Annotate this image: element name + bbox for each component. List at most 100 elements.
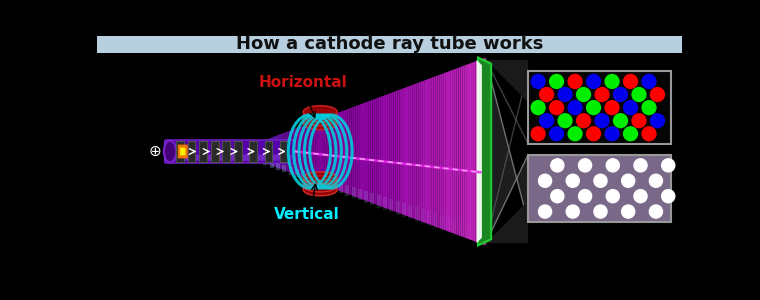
Polygon shape <box>383 95 385 208</box>
Circle shape <box>606 190 619 203</box>
Polygon shape <box>375 98 377 205</box>
Ellipse shape <box>303 106 337 118</box>
FancyBboxPatch shape <box>223 142 230 161</box>
Circle shape <box>649 174 663 187</box>
Polygon shape <box>309 122 312 181</box>
Polygon shape <box>400 89 402 214</box>
Polygon shape <box>293 129 295 174</box>
Polygon shape <box>234 151 236 152</box>
Circle shape <box>605 74 619 88</box>
Polygon shape <box>416 82 419 220</box>
Circle shape <box>651 88 664 101</box>
Polygon shape <box>423 80 425 223</box>
Polygon shape <box>475 61 477 242</box>
Polygon shape <box>246 146 249 157</box>
Polygon shape <box>242 148 245 155</box>
Polygon shape <box>471 62 473 241</box>
Circle shape <box>605 127 619 141</box>
Polygon shape <box>240 148 242 154</box>
Polygon shape <box>439 74 442 229</box>
Polygon shape <box>290 130 293 173</box>
Polygon shape <box>312 122 314 181</box>
Polygon shape <box>351 107 353 196</box>
Polygon shape <box>345 109 347 194</box>
Polygon shape <box>404 87 406 216</box>
Polygon shape <box>236 150 238 153</box>
Circle shape <box>613 88 628 101</box>
Polygon shape <box>259 141 261 162</box>
Polygon shape <box>486 201 528 243</box>
Circle shape <box>632 88 646 101</box>
Polygon shape <box>318 119 320 184</box>
Circle shape <box>594 174 607 187</box>
Polygon shape <box>406 86 408 217</box>
Polygon shape <box>381 96 383 207</box>
Ellipse shape <box>303 176 337 188</box>
Circle shape <box>578 159 591 172</box>
Polygon shape <box>486 60 528 102</box>
Circle shape <box>540 114 553 128</box>
Polygon shape <box>249 145 251 158</box>
Text: ⊕: ⊕ <box>149 144 162 159</box>
Circle shape <box>594 205 607 218</box>
Ellipse shape <box>164 141 176 162</box>
Polygon shape <box>276 135 278 168</box>
Polygon shape <box>458 67 461 236</box>
Polygon shape <box>320 118 322 184</box>
Polygon shape <box>486 60 528 243</box>
Polygon shape <box>280 134 282 169</box>
Polygon shape <box>413 84 414 219</box>
Ellipse shape <box>303 117 337 130</box>
Polygon shape <box>350 108 351 195</box>
Polygon shape <box>421 81 423 222</box>
Circle shape <box>539 205 552 218</box>
Polygon shape <box>433 76 435 227</box>
Text: How a cathode ray tube works: How a cathode ray tube works <box>236 35 543 53</box>
Polygon shape <box>359 104 362 199</box>
Polygon shape <box>463 65 465 238</box>
Circle shape <box>587 127 600 141</box>
Polygon shape <box>444 72 446 231</box>
Polygon shape <box>389 93 391 210</box>
Polygon shape <box>358 104 359 199</box>
Circle shape <box>578 190 591 203</box>
Polygon shape <box>328 116 331 188</box>
Polygon shape <box>303 125 306 178</box>
Polygon shape <box>465 64 467 239</box>
FancyBboxPatch shape <box>168 154 292 161</box>
Polygon shape <box>438 75 439 228</box>
Polygon shape <box>391 92 394 211</box>
Circle shape <box>587 74 600 88</box>
Polygon shape <box>473 61 475 242</box>
Circle shape <box>577 88 591 101</box>
Circle shape <box>566 174 579 187</box>
Polygon shape <box>325 117 326 186</box>
Circle shape <box>649 205 663 218</box>
Circle shape <box>613 114 628 128</box>
Polygon shape <box>397 90 400 213</box>
Circle shape <box>595 88 609 101</box>
Text: Vertical: Vertical <box>274 207 339 222</box>
Polygon shape <box>322 118 325 185</box>
Polygon shape <box>377 98 378 206</box>
Polygon shape <box>366 101 369 202</box>
Polygon shape <box>261 140 263 163</box>
Polygon shape <box>253 144 255 159</box>
Polygon shape <box>395 90 397 213</box>
Circle shape <box>531 74 545 88</box>
FancyBboxPatch shape <box>264 142 273 161</box>
Circle shape <box>632 114 646 128</box>
Circle shape <box>622 174 635 187</box>
Polygon shape <box>431 77 433 226</box>
Polygon shape <box>478 58 491 245</box>
Polygon shape <box>289 130 290 172</box>
FancyBboxPatch shape <box>188 142 195 161</box>
Circle shape <box>642 74 656 88</box>
Polygon shape <box>333 114 334 189</box>
Circle shape <box>577 114 591 128</box>
FancyBboxPatch shape <box>180 148 185 155</box>
Polygon shape <box>410 85 413 218</box>
Polygon shape <box>326 116 328 187</box>
Polygon shape <box>272 136 274 166</box>
FancyBboxPatch shape <box>528 154 670 222</box>
